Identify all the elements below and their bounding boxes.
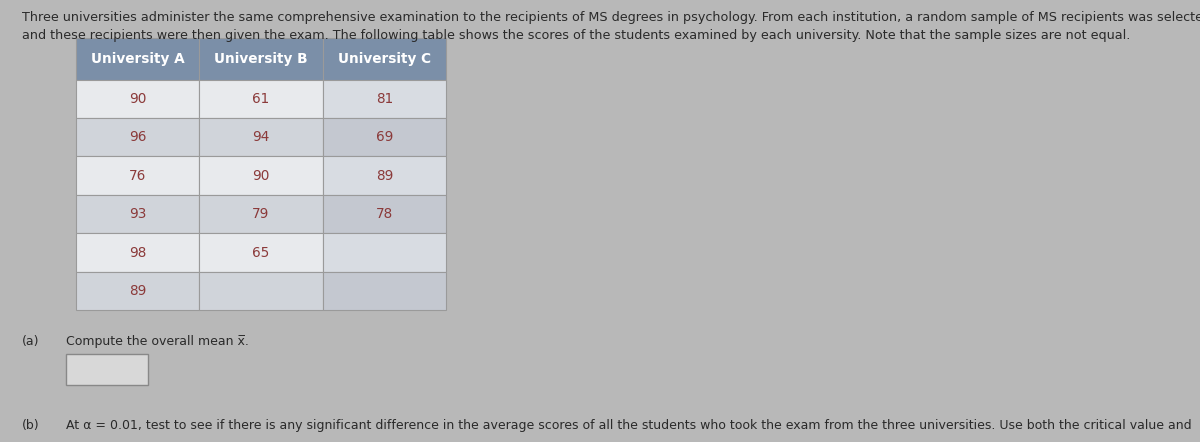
Text: 89: 89 (128, 284, 146, 298)
Text: and these recipients were then given the exam. The following table shows the sco: and these recipients were then given the… (22, 29, 1130, 42)
Text: 93: 93 (128, 207, 146, 221)
Text: At α = 0.01, test to see if there is any significant difference in the average s: At α = 0.01, test to see if there is any… (66, 419, 1192, 431)
Text: 96: 96 (128, 130, 146, 144)
Text: Three universities administer the same comprehensive examination to the recipien: Three universities administer the same c… (22, 11, 1200, 24)
Text: 79: 79 (252, 207, 270, 221)
Bar (76, 272, 199, 310)
Bar (66, 354, 148, 385)
Bar (199, 156, 323, 195)
Text: 94: 94 (252, 130, 270, 144)
Text: University C: University C (338, 52, 431, 65)
Bar (199, 195, 323, 233)
Text: 65: 65 (252, 246, 270, 259)
Bar (76, 233, 199, 272)
Bar (323, 156, 446, 195)
Bar (76, 118, 199, 156)
Bar (199, 38, 323, 80)
Bar (199, 272, 323, 310)
Bar (323, 80, 446, 118)
Text: 81: 81 (376, 92, 394, 106)
Bar (323, 272, 446, 310)
Text: 76: 76 (128, 169, 146, 183)
Text: (a): (a) (22, 335, 40, 347)
Bar (76, 80, 199, 118)
Bar (323, 195, 446, 233)
Bar (199, 80, 323, 118)
Bar (323, 233, 446, 272)
Text: 89: 89 (376, 169, 394, 183)
Text: University A: University A (90, 52, 185, 65)
Text: 69: 69 (376, 130, 394, 144)
Text: 90: 90 (128, 92, 146, 106)
Text: 61: 61 (252, 92, 270, 106)
Text: 78: 78 (376, 207, 394, 221)
Bar (76, 195, 199, 233)
Bar (76, 156, 199, 195)
Bar (199, 118, 323, 156)
Bar (323, 38, 446, 80)
Bar (76, 38, 199, 80)
Text: Compute the overall mean x̅.: Compute the overall mean x̅. (66, 335, 248, 347)
Text: 98: 98 (128, 246, 146, 259)
Text: 90: 90 (252, 169, 270, 183)
Text: (b): (b) (22, 419, 40, 431)
Bar (323, 118, 446, 156)
Bar (199, 233, 323, 272)
Text: University B: University B (214, 52, 308, 65)
